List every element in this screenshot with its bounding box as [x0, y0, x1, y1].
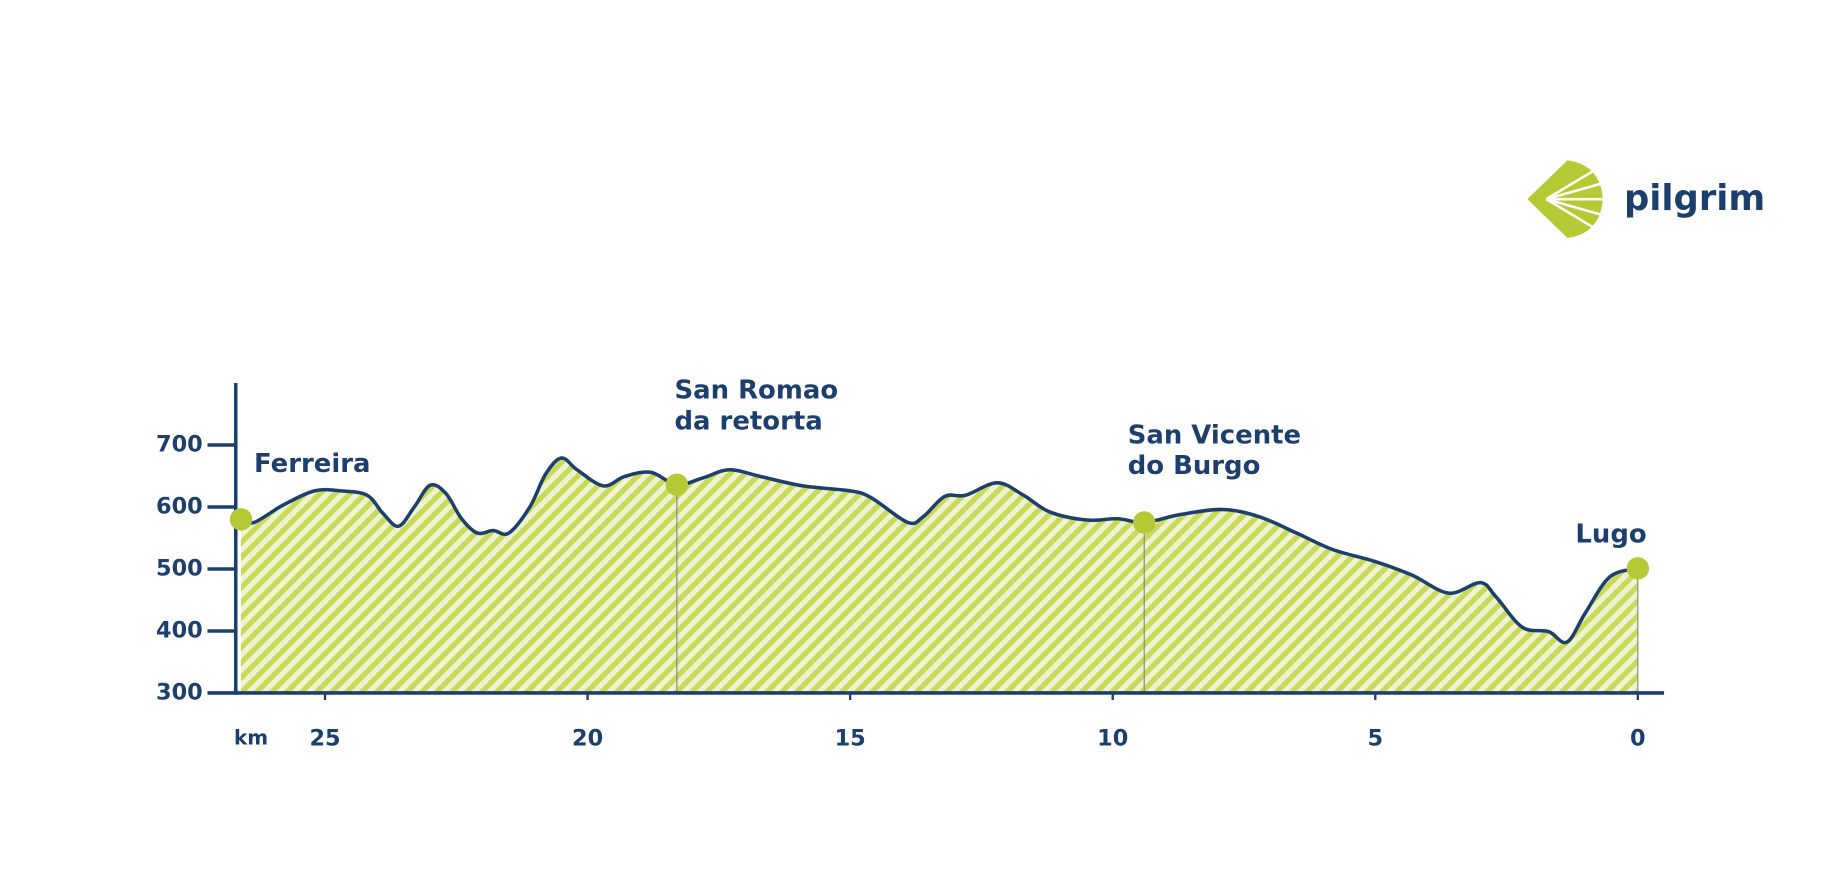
waypoint-label: do Burgo: [1128, 451, 1261, 481]
y-tick-label: 600: [156, 493, 203, 519]
brand: pilgrim: [1624, 178, 1765, 219]
waypoint-label: San Vicente: [1128, 421, 1301, 451]
waypoint-label: San Romao: [675, 376, 839, 406]
y-tick-label: 400: [156, 617, 203, 643]
area-fill: [241, 457, 1639, 693]
waypoint-label: Ferreira: [254, 449, 370, 479]
x-tick-label: 0: [1630, 725, 1646, 751]
waypoint-label: Lugo: [1575, 519, 1646, 549]
x-axis-label: km: [234, 725, 268, 749]
y-tick-label: 500: [156, 555, 203, 581]
y-tick-label: 700: [156, 431, 203, 457]
x-tick-label: 20: [572, 725, 603, 751]
logo-shell-ridges: [1545, 169, 1603, 229]
waypoint-marker: [229, 508, 253, 531]
waypoint-marker: [1626, 557, 1650, 580]
waypoint-label: da retorta: [675, 406, 823, 436]
x-tick-label: 10: [1097, 725, 1128, 751]
y-tick-label: 300: [156, 679, 203, 705]
x-tick-label: 25: [309, 725, 340, 751]
logo: pilgrim: [1527, 160, 1765, 239]
x-tick-label: 5: [1367, 725, 1383, 751]
waypoint-marker: [665, 473, 689, 496]
waypoint-marker: [1133, 511, 1156, 534]
x-tick-label: 15: [835, 725, 866, 751]
elevation-line: [240, 456, 1640, 645]
